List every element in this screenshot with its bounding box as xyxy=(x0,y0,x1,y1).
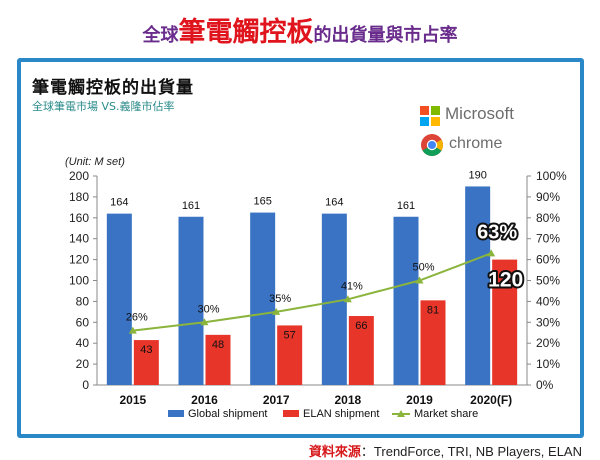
y-right-tick-label: 90% xyxy=(536,190,560,204)
microsoft-square-green xyxy=(431,106,440,115)
bar-global-shipment xyxy=(178,216,204,385)
y-right-tick-label: 80% xyxy=(536,211,560,225)
legend-label-elan: ELAN shipment xyxy=(303,408,379,420)
data-label-global: 190 xyxy=(468,169,486,181)
microsoft-windows-icon xyxy=(420,106,440,126)
y-left-tick-label: 180 xyxy=(69,190,89,204)
x-tick-label: 2015 xyxy=(119,393,146,407)
bar-elan-shipment xyxy=(492,259,518,385)
bar-global-shipment xyxy=(106,213,132,385)
y-right-tick-label: 20% xyxy=(536,336,560,350)
data-label-elan: 81 xyxy=(427,304,439,316)
chrome-icon xyxy=(421,134,443,156)
source-label: 資料來源 xyxy=(308,444,361,459)
x-tick-label: 2019 xyxy=(406,393,433,407)
data-label-global: 164 xyxy=(110,197,128,209)
microsoft-logo-text: Microsoft xyxy=(445,104,514,123)
data-label-market-share: 35% xyxy=(269,293,291,305)
x-tick-label: 2018 xyxy=(334,393,361,407)
bar-elan-shipment xyxy=(133,340,159,385)
market-share-point xyxy=(128,326,137,334)
bar-elan-shipment xyxy=(420,300,446,385)
y-right-tick-label: 0% xyxy=(536,378,554,392)
x-tick-label: 2016 xyxy=(191,393,218,407)
bar-elan-shipment xyxy=(277,325,303,385)
y-left-tick-label: 100 xyxy=(69,274,89,288)
page-title-prefix: 全球 xyxy=(142,25,179,46)
market-share-point xyxy=(415,276,424,284)
data-label-market-share: 26% xyxy=(126,312,148,324)
data-label-market-share: 30% xyxy=(197,303,219,315)
data-label-global: 161 xyxy=(397,200,415,212)
y-left-tick-label: 20 xyxy=(76,357,90,371)
legend-label-market: Market share xyxy=(414,408,478,420)
x-tick-label: 2017 xyxy=(263,393,290,407)
bar-global-shipment xyxy=(250,212,276,385)
y-left-tick-label: 80 xyxy=(76,294,90,308)
chrome-logo: chrome xyxy=(420,132,520,158)
data-label-global: 165 xyxy=(253,196,271,208)
y-left-tick-label: 200 xyxy=(69,169,89,183)
y-left-tick-label: 120 xyxy=(69,253,89,267)
y-right-tick-label: 50% xyxy=(536,274,560,288)
data-label-global: 161 xyxy=(182,200,200,212)
x-tick-label: 2020(F) xyxy=(470,393,512,407)
source-note: 資料來源：TrendForce, TRI, NB Players, ELAN xyxy=(309,441,582,460)
y-left-tick-label: 0 xyxy=(82,378,89,392)
legend-label-global: Global shipment xyxy=(188,408,268,420)
y-right-tick-label: 100% xyxy=(536,169,567,183)
market-share-point xyxy=(343,295,352,303)
data-label-elan: 57 xyxy=(284,329,296,341)
bar-elan-shipment xyxy=(205,334,231,385)
legend-swatch-global xyxy=(168,410,184,417)
data-label-elan: 43 xyxy=(140,344,152,356)
market-share-point xyxy=(272,307,281,315)
microsoft-logo: Microsoft xyxy=(420,103,520,129)
microsoft-square-blue xyxy=(420,117,429,126)
page-title: 全球筆電觸控板的出貨量與市占率 xyxy=(0,10,600,49)
data-label-market-share: 50% xyxy=(412,262,434,274)
microsoft-square-red xyxy=(420,106,429,115)
bar-global-shipment xyxy=(465,186,491,385)
page-title-suffix: 的出貨量與市占率 xyxy=(313,25,458,46)
y-left-tick-label: 60 xyxy=(76,315,90,329)
legend-swatch-market-point xyxy=(397,410,405,417)
y-right-tick-label: 60% xyxy=(536,253,560,267)
market-share-point xyxy=(487,249,496,257)
y-right-tick-label: 10% xyxy=(536,357,560,371)
data-label-elan: 66 xyxy=(355,320,367,332)
data-label-elan: 48 xyxy=(212,339,224,351)
chart-subtitle: 全球筆電市場 VS.義隆市佔率 xyxy=(32,100,175,113)
page-title-main: 筆電觸控板 xyxy=(178,17,314,48)
source-text: ：TrendForce, TRI, NB Players, ELAN xyxy=(360,444,582,459)
y-left-tick-label: 140 xyxy=(69,232,89,246)
y-right-tick-label: 30% xyxy=(536,315,560,329)
data-label-global: 164 xyxy=(325,197,343,209)
bar-elan-shipment xyxy=(348,316,374,385)
unit-label: (Unit: M set) xyxy=(65,156,125,168)
bar-global-shipment xyxy=(393,216,419,385)
data-label-elan: 120 xyxy=(488,269,523,292)
y-right-tick-label: 70% xyxy=(536,232,560,246)
legend-swatch-elan xyxy=(283,410,299,417)
market-share-point xyxy=(200,318,209,326)
chart-title: 筆電觸控板的出貨量 xyxy=(32,78,194,98)
microsoft-square-yellow xyxy=(431,117,440,126)
market-share-line xyxy=(132,252,492,332)
y-left-tick-label: 40 xyxy=(76,336,90,350)
y-left-tick-label: 160 xyxy=(69,211,89,225)
chrome-logo-text: chrome xyxy=(449,135,503,152)
y-right-tick-label: 40% xyxy=(536,294,560,308)
data-label-market-share: 63% xyxy=(477,221,517,243)
data-label-market-share: 41% xyxy=(341,280,363,292)
